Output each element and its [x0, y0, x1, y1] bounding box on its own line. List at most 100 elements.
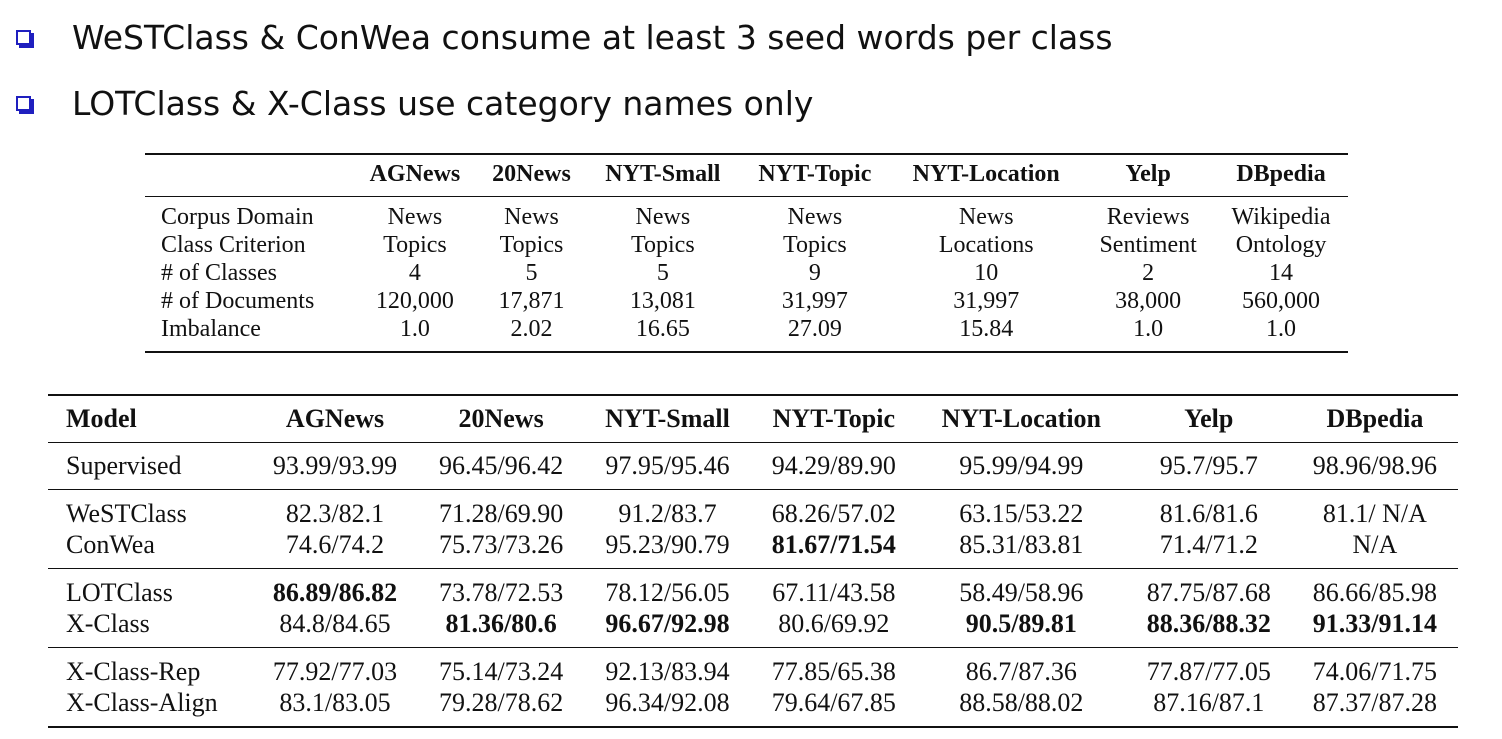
table-cell: 93.99/93.99	[252, 442, 419, 490]
table-cell: 91.2/83.7	[584, 489, 751, 529]
table-cell-best: 96.67/92.98	[605, 608, 730, 638]
row-label: LOTClass	[48, 568, 252, 608]
table-cell: 77.92/77.03	[252, 647, 419, 687]
table-cell: 27.09	[787, 316, 842, 342]
table-cell: Topics	[631, 232, 695, 258]
table-cell: 86.66/85.98	[1291, 568, 1458, 608]
table-cell: 80.6/69.92	[778, 608, 890, 638]
table-cell: 77.85/65.38	[750, 647, 917, 687]
row-label: ConWea	[66, 529, 155, 559]
column-header: NYT-Topic	[739, 154, 891, 197]
table-row: LOTClass 86.89/86.82 73.78/72.53 78.12/5…	[48, 568, 1458, 608]
table-cell: 87.37/87.28	[1312, 687, 1438, 717]
table-cell: 16.65	[635, 316, 690, 342]
table-cell: Sentiment	[1099, 232, 1197, 258]
table-cell: 81.1/ N/A	[1291, 489, 1458, 529]
column-header: Yelp	[1184, 404, 1234, 433]
row-label: # of Classes	[161, 260, 277, 286]
table-cell: 71.28/69.90	[418, 489, 585, 529]
table-cell: 87.16/87.1	[1153, 687, 1265, 717]
table-cell: 94.29/89.90	[750, 442, 917, 490]
table-cell: 4	[408, 260, 421, 286]
table-cell: Wikipedia	[1231, 204, 1331, 230]
table-cell: News	[635, 204, 691, 230]
table-cell: 75.14/73.24	[418, 647, 585, 687]
table-cell: Topics	[783, 232, 847, 258]
table-cell: News	[958, 204, 1014, 230]
table-cell: 1.0	[399, 316, 430, 342]
column-header: NYT-Small	[586, 154, 740, 197]
row-label: X-Class-Rep	[48, 647, 252, 687]
dataset-statistics-table: AGNews 20News NYT-Small NYT-Topic NYT-Lo…	[145, 153, 1348, 353]
table-cell: 87.75/87.68	[1125, 568, 1292, 608]
table-row: X-Class-Rep 77.92/77.03 75.14/73.24 92.1…	[48, 647, 1458, 687]
table-cell: 95.7/95.7	[1125, 442, 1292, 490]
table-cell: N/A	[1352, 529, 1398, 559]
column-header	[145, 154, 353, 197]
column-header: 20News	[476, 154, 587, 197]
table-row: Imbalance 1.0 2.02 16.65 27.09 15.84 1.0…	[145, 315, 1348, 352]
column-header: Model	[66, 404, 137, 433]
row-label: WeSTClass	[48, 489, 252, 529]
table-cell: 560,000	[1242, 288, 1321, 314]
column-header: AGNews	[353, 154, 477, 197]
table-cell: 82.3/82.1	[252, 489, 419, 529]
row-label: Corpus Domain	[161, 204, 314, 230]
table-cell: 95.99/94.99	[916, 442, 1126, 490]
table-cell: 38,000	[1115, 288, 1182, 314]
table-cell: 67.11/43.58	[750, 568, 917, 608]
table-cell: News	[504, 204, 559, 230]
table-cell: 85.31/83.81	[959, 529, 1084, 559]
table-cell: 1.0	[1133, 316, 1164, 342]
column-header: AGNews	[285, 404, 385, 433]
table-cell: 15.84	[959, 316, 1014, 342]
table-cell: News	[787, 204, 843, 230]
table-row: # of Documents 120,000 17,871 13,081 31,…	[145, 287, 1348, 315]
table-cell: 96.34/92.08	[605, 687, 730, 717]
table-cell: 14	[1269, 260, 1294, 286]
table-cell: 74.06/71.75	[1291, 647, 1458, 687]
row-label: X-Class	[66, 608, 150, 638]
row-label: X-Class-Align	[66, 687, 218, 717]
column-header: 20News	[458, 404, 544, 433]
table-header-row: Model AGNews 20News NYT-Small NYT-Topic …	[48, 395, 1458, 443]
table-cell: 79.64/67.85	[771, 687, 896, 717]
table-row: ConWea 74.6/74.2 75.73/73.26 95.23/90.79…	[48, 529, 1458, 569]
table-cell: 58.49/58.96	[916, 568, 1126, 608]
row-label: # of Documents	[161, 288, 315, 314]
table-cell: 5	[525, 260, 538, 286]
table-row: Supervised 93.99/93.99 96.45/96.42 97.95…	[48, 442, 1458, 490]
table-cell: Topics	[499, 232, 564, 258]
bullet-text: WeSTClass & ConWea consume at least 3 se…	[72, 18, 1113, 57]
table-cell: 2.02	[510, 316, 553, 342]
column-header: NYT-Location	[890, 154, 1083, 197]
table-cell: Locations	[938, 232, 1034, 258]
column-header: DBpedia	[1214, 154, 1348, 197]
table-cell: 75.73/73.26	[438, 529, 564, 559]
table-cell: 78.12/56.05	[584, 568, 751, 608]
table-cell: 97.95/95.46	[584, 442, 751, 490]
table-cell: 81.6/81.6	[1125, 489, 1292, 529]
table-cell: 92.13/83.94	[584, 647, 751, 687]
table-cell: 120,000	[375, 288, 454, 314]
row-label: Imbalance	[161, 316, 261, 342]
column-header: NYT-Small	[605, 404, 730, 433]
table-cell: 83.1/83.05	[279, 687, 391, 717]
column-header: NYT-Location	[941, 404, 1102, 433]
table-cell: 95.23/90.79	[605, 529, 730, 559]
column-header: DBpedia	[1326, 404, 1424, 433]
table-cell: 31,997	[953, 288, 1020, 314]
table-cell: 5	[656, 260, 669, 286]
checkbox-bullet-icon	[16, 30, 31, 45]
table-cell: 86.7/87.36	[916, 647, 1126, 687]
table-cell: 10	[974, 260, 999, 286]
table-cell: Reviews	[1106, 204, 1190, 230]
table-cell: 73.78/72.53	[418, 568, 585, 608]
table-cell: 13,081	[629, 288, 696, 314]
table-cell: 77.87/77.05	[1125, 647, 1292, 687]
table-cell-best: 90.5/89.81	[965, 608, 1077, 638]
table-cell: 98.96/98.96	[1291, 442, 1458, 490]
column-header: Yelp	[1082, 154, 1215, 197]
table-cell-best: 86.89/86.82	[252, 568, 419, 608]
table-cell-best: 88.36/88.32	[1146, 608, 1271, 638]
